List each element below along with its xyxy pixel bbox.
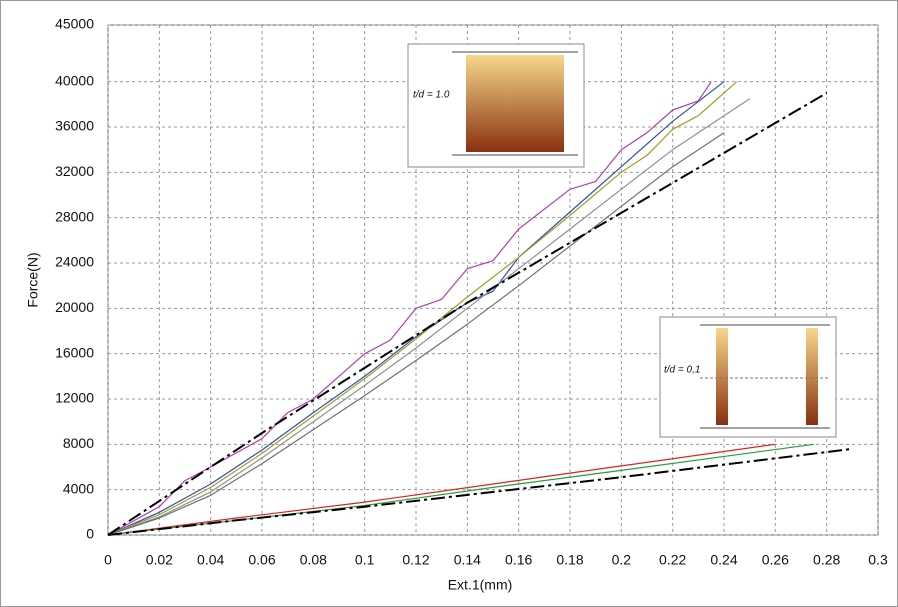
y-tick-label: 28000 (55, 208, 94, 224)
x-tick-label: 0.22 (659, 552, 686, 568)
y-tick-label: 8000 (63, 435, 94, 451)
specimen (716, 328, 728, 425)
y-tick-label: 12000 (55, 390, 94, 406)
inset-thick: t/d = 1.0 (408, 44, 584, 167)
x-tick-label: 0.12 (402, 552, 429, 568)
y-tick-label: 40000 (55, 72, 94, 88)
x-tick-label: 0.02 (146, 552, 173, 568)
chart: t/d = 1.0 t/d = 0,1 Ext.1(mm) Force(N) 0… (0, 0, 898, 607)
inset-label: t/d = 0,1 (664, 365, 700, 376)
y-axis-label: Force(N) (25, 252, 41, 307)
x-tick-label: 0.2 (612, 552, 632, 568)
x-tick-label: 0.14 (454, 552, 481, 568)
x-tick-label: 0.18 (556, 552, 583, 568)
x-tick-label: 0.04 (197, 552, 224, 568)
y-tick-label: 0 (86, 526, 94, 542)
x-axis-label: Ext.1(mm) (448, 577, 513, 593)
x-tick-label: 0.28 (813, 552, 840, 568)
x-tick-label: 0.3 (868, 552, 888, 568)
y-tick-label: 24000 (55, 254, 94, 270)
y-tick-label: 4000 (63, 480, 94, 496)
y-tick-label: 45000 (55, 16, 94, 32)
y-tick-label: 16000 (55, 344, 94, 360)
inset-label: t/d = 1.0 (413, 90, 450, 101)
specimen (466, 55, 564, 152)
y-tick-label: 32000 (55, 163, 94, 179)
y-tick-label: 20000 (55, 299, 94, 315)
x-tick-label: 0.1 (355, 552, 375, 568)
x-tick-label: 0.16 (505, 552, 532, 568)
x-tick-label: 0.06 (248, 552, 275, 568)
x-tick-label: 0.08 (300, 552, 327, 568)
y-tick-label: 36000 (55, 118, 94, 134)
x-tick-label: 0 (104, 552, 112, 568)
x-tick-label: 0.26 (762, 552, 789, 568)
inset-thin: t/d = 0,1 (660, 317, 836, 437)
x-tick-label: 0.24 (710, 552, 737, 568)
specimen (806, 328, 818, 425)
